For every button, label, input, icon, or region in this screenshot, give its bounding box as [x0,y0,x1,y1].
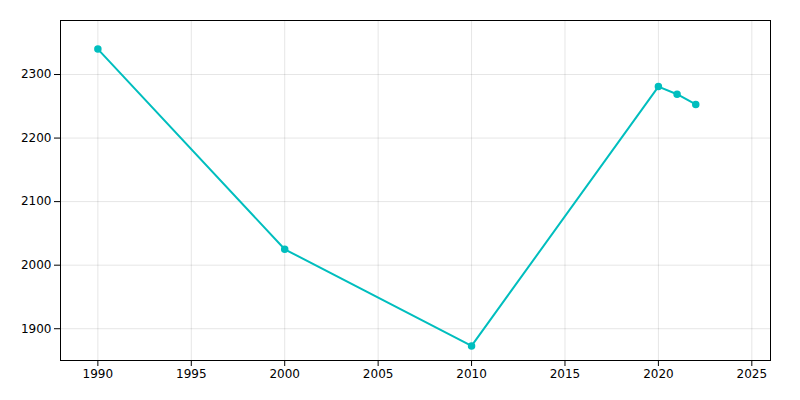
svg-text:2300: 2300 [21,67,52,81]
svg-text:1900: 1900 [21,322,52,336]
svg-text:2000: 2000 [21,258,52,272]
svg-text:2020: 2020 [643,367,674,381]
svg-text:1995: 1995 [176,367,207,381]
svg-text:2015: 2015 [550,367,581,381]
svg-text:2005: 2005 [363,367,394,381]
svg-text:1990: 1990 [83,367,114,381]
svg-text:2100: 2100 [21,194,52,208]
svg-text:2010: 2010 [456,367,487,381]
svg-text:2000: 2000 [269,367,300,381]
svg-text:2200: 2200 [21,131,52,145]
svg-text:2025: 2025 [737,367,768,381]
